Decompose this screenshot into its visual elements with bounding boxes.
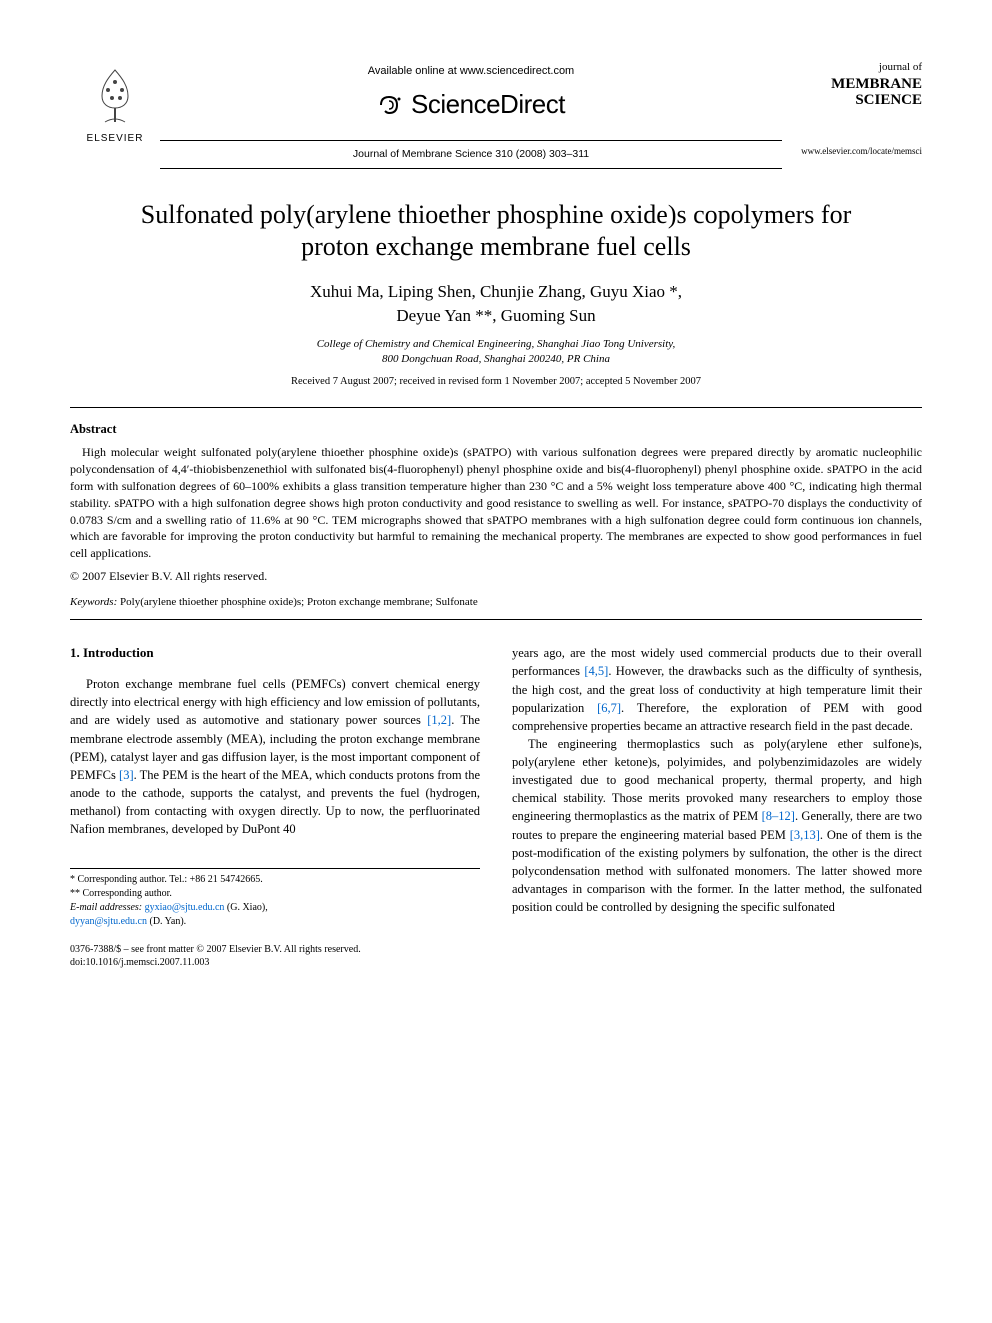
journal-logo-line1: MEMBRANE: [782, 76, 922, 93]
corresponding-1: * Corresponding author. Tel.: +86 21 547…: [70, 873, 480, 887]
keywords-label: Keywords:: [70, 596, 117, 608]
sciencedirect-text: ScienceDirect: [411, 86, 565, 124]
body-columns: 1. Introduction Proton exchange membrane…: [70, 644, 922, 929]
abstract-body: High molecular weight sulfonated poly(ar…: [70, 444, 922, 562]
header-row: ELSEVIER Available online at www.science…: [70, 60, 922, 171]
column-right: years ago, are the most widely used comm…: [512, 644, 922, 929]
journal-reference: Journal of Membrane Science 310 (2008) 3…: [160, 143, 782, 166]
affiliation-line2: 800 Dongchuan Road, Shanghai 200240, PR …: [382, 353, 610, 365]
ref-link-3-13[interactable]: [3,13]: [790, 828, 820, 842]
article-title: Sulfonated poly(arylene thioether phosph…: [110, 199, 882, 264]
journal-url: www.elsevier.com/locate/memsci: [782, 145, 922, 158]
ref-link-1-2[interactable]: [1,2]: [427, 713, 451, 727]
authors-line2: Deyue Yan **, Guoming Sun: [396, 306, 595, 325]
journal-logo-line2: SCIENCE: [782, 92, 922, 109]
available-online-text: Available online at www.sciencedirect.co…: [160, 64, 782, 80]
ref-link-6-7[interactable]: [6,7]: [597, 701, 621, 715]
page-container: ELSEVIER Available online at www.science…: [0, 0, 992, 1009]
ref-link-3[interactable]: [3]: [119, 768, 134, 782]
keywords-text: Poly(arylene thioether phosphine oxide)s…: [120, 596, 478, 608]
email-addresses: E-mail addresses: gyxiao@sjtu.edu.cn (G.…: [70, 901, 480, 929]
footnotes: * Corresponding author. Tel.: +86 21 547…: [70, 868, 480, 929]
intro-para-2: The engineering thermoplastics such as p…: [512, 735, 922, 916]
sciencedirect-icon: [377, 91, 405, 119]
sciencedirect-logo: ScienceDirect: [377, 86, 565, 124]
journal-logo-block: journal of MEMBRANE SCIENCE www.elsevier…: [782, 60, 922, 158]
elsevier-tree-icon: [80, 60, 150, 130]
intro-para-1-cont: years ago, are the most widely used comm…: [512, 644, 922, 735]
elsevier-label: ELSEVIER: [87, 132, 144, 147]
corresponding-2: ** Corresponding author.: [70, 887, 480, 901]
email-2[interactable]: dyyan@sjtu.edu.cn: [70, 916, 147, 927]
authors-line1: Xuhui Ma, Liping Shen, Chunjie Zhang, Gu…: [310, 282, 682, 301]
affiliation-line1: College of Chemistry and Chemical Engine…: [317, 338, 676, 350]
section-1-heading: 1. Introduction: [70, 644, 480, 663]
email-2-name: (D. Yan).: [149, 916, 186, 927]
footer-line2: doi:10.1016/j.memsci.2007.11.003: [70, 956, 922, 969]
email-1-name: (G. Xiao),: [227, 902, 268, 913]
ref-link-8-12[interactable]: [8–12]: [762, 809, 795, 823]
column-left: 1. Introduction Proton exchange membrane…: [70, 644, 480, 929]
page-footer: 0376-7388/$ – see front matter © 2007 El…: [70, 943, 922, 969]
journal-logo-small: journal of: [782, 60, 922, 76]
keywords: Keywords: Poly(arylene thioether phosphi…: [70, 595, 922, 611]
abstract-copyright: © 2007 Elsevier B.V. All rights reserved…: [70, 568, 922, 585]
email-label: E-mail addresses:: [70, 902, 142, 913]
footer-line1: 0376-7388/$ – see front matter © 2007 El…: [70, 943, 922, 956]
article-dates: Received 7 August 2007; received in revi…: [70, 374, 922, 389]
email-1[interactable]: gyxiao@sjtu.edu.cn: [145, 902, 225, 913]
header-center: Available online at www.sciencedirect.co…: [160, 60, 782, 171]
intro-para-1: Proton exchange membrane fuel cells (PEM…: [70, 675, 480, 838]
authors: Xuhui Ma, Liping Shen, Chunjie Zhang, Gu…: [70, 280, 922, 328]
ref-link-4-5[interactable]: [4,5]: [584, 664, 608, 678]
affiliation: College of Chemistry and Chemical Engine…: [70, 337, 922, 366]
abstract-heading: Abstract: [70, 420, 922, 438]
elsevier-logo: ELSEVIER: [70, 60, 160, 147]
